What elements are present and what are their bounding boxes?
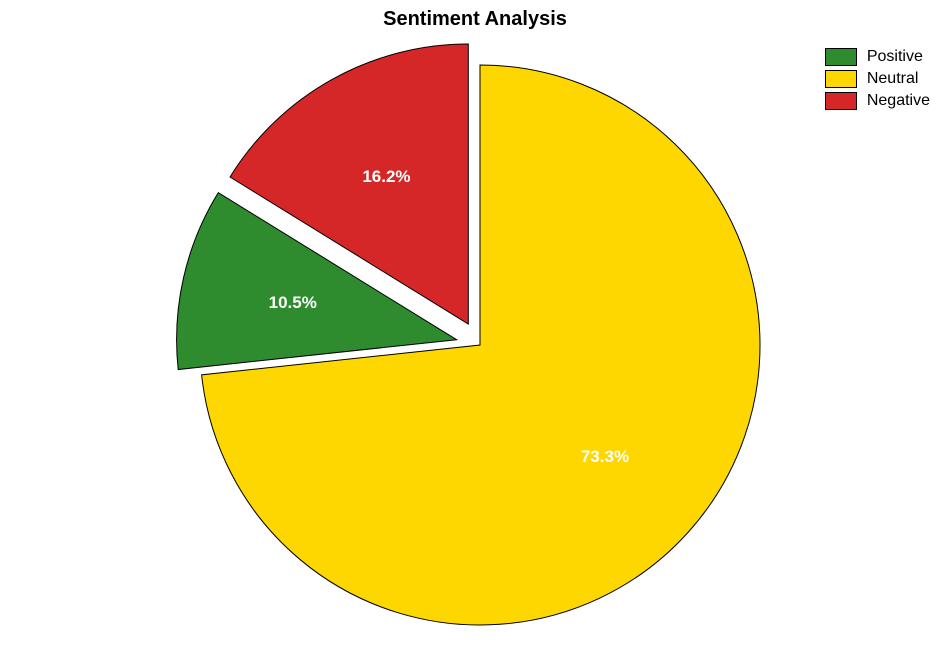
slice-label-positive: 10.5%	[269, 293, 317, 313]
slice-label-negative: 16.2%	[362, 167, 410, 187]
legend-swatch-neutral	[825, 70, 857, 88]
legend-swatch-positive	[825, 48, 857, 66]
legend-item-positive: Positive	[825, 48, 930, 66]
legend-item-neutral: Neutral	[825, 70, 930, 88]
legend-label-neutral: Neutral	[867, 70, 919, 88]
legend: Positive Neutral Negative	[825, 48, 930, 114]
slice-label-neutral: 73.3%	[581, 447, 629, 467]
legend-label-negative: Negative	[867, 92, 930, 110]
legend-label-positive: Positive	[867, 48, 923, 66]
legend-item-negative: Negative	[825, 92, 930, 110]
pie-svg	[0, 0, 950, 662]
sentiment-pie-chart: Sentiment Analysis PositiveNeutralNegati…	[0, 0, 950, 662]
legend-swatch-negative	[825, 92, 857, 110]
